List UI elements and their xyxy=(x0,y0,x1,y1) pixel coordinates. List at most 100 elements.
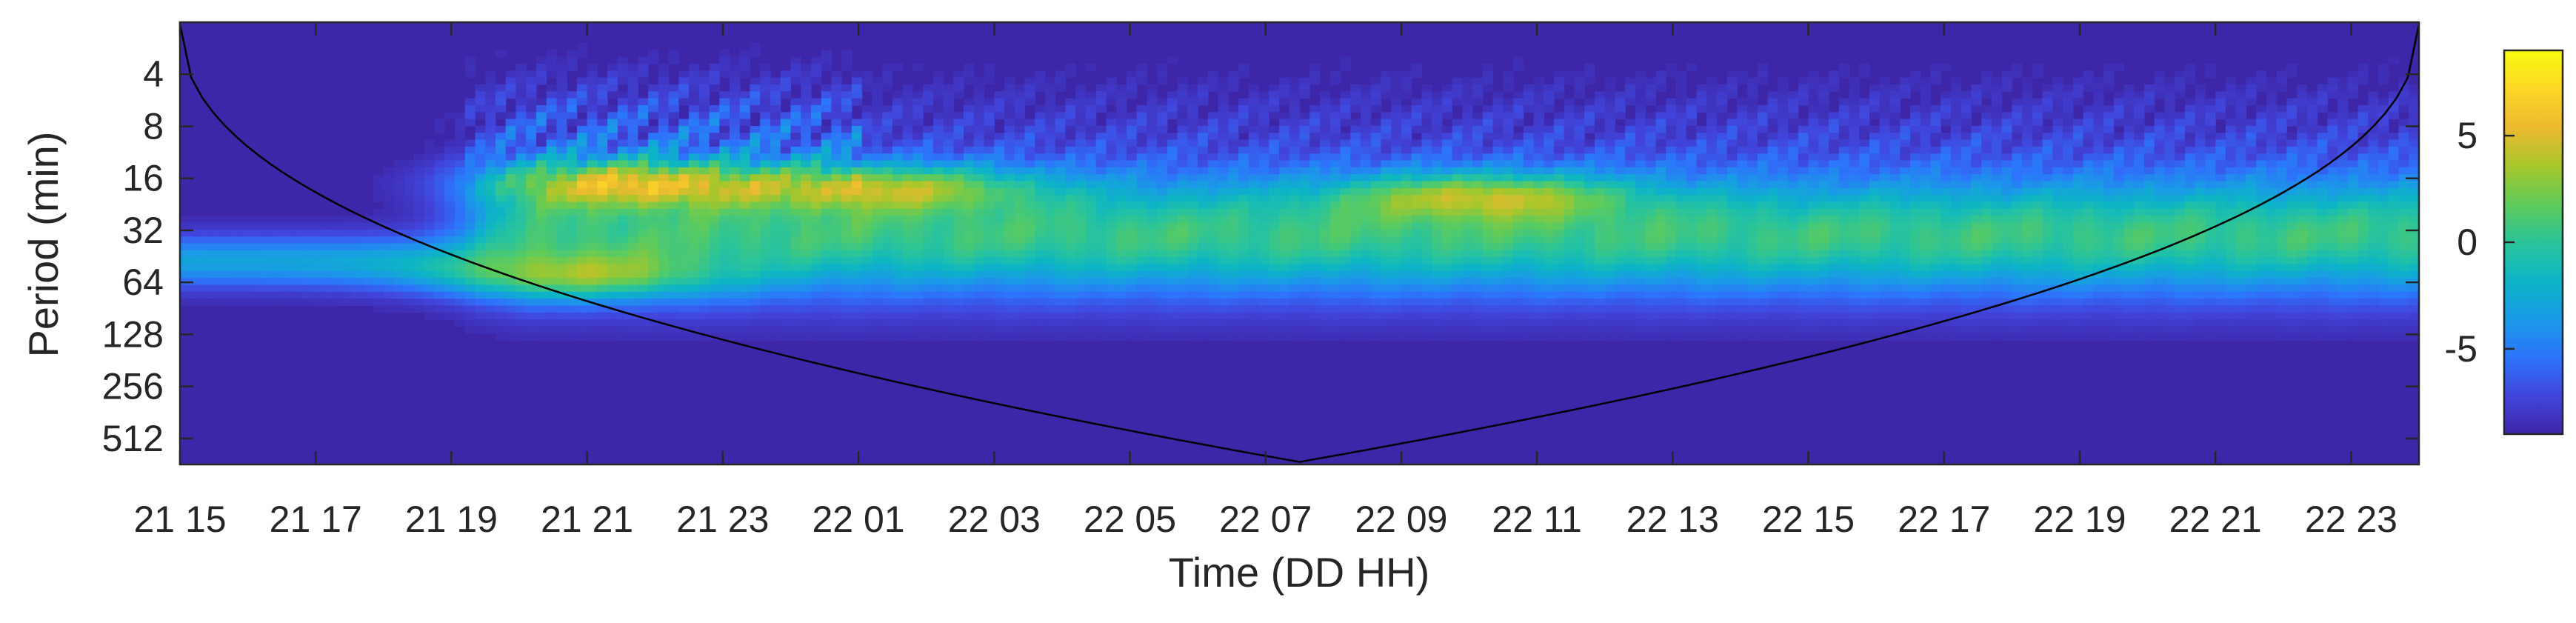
heatmap-cell xyxy=(1737,133,1748,141)
heatmap-cell xyxy=(1065,146,1076,154)
heatmap-cell xyxy=(1187,125,1198,133)
heatmap-cell xyxy=(1808,70,1819,79)
heatmap-cell xyxy=(1961,229,1972,237)
heatmap-cell xyxy=(2123,153,2135,161)
heatmap-cell xyxy=(1625,98,1636,106)
heatmap-cell xyxy=(1818,174,1829,182)
heatmap-cell xyxy=(1350,174,1361,182)
heatmap-cell xyxy=(1269,195,1280,203)
heatmap-cell xyxy=(801,77,812,85)
heatmap-cell xyxy=(1014,84,1026,92)
heatmap-cell xyxy=(2184,119,2196,127)
heatmap-cell xyxy=(739,174,751,182)
heatmap-cell xyxy=(821,181,832,189)
heatmap-cell xyxy=(882,236,893,244)
heatmap-cell xyxy=(424,250,436,258)
heatmap-cell xyxy=(1441,112,1453,120)
heatmap-cell xyxy=(1452,201,1463,210)
heatmap-cell xyxy=(617,56,629,64)
heatmap-cell xyxy=(2164,181,2175,189)
heatmap-cell xyxy=(2215,236,2226,244)
heatmap-cell xyxy=(1279,84,1290,92)
heatmap-cell xyxy=(1014,104,1026,113)
heatmap-cell xyxy=(2276,77,2287,85)
heatmap-cell xyxy=(2276,112,2287,120)
heatmap-cell xyxy=(444,216,456,224)
heatmap-cell xyxy=(943,146,954,154)
heatmap-cell xyxy=(2063,243,2074,251)
heatmap-cell xyxy=(892,208,904,216)
heatmap-cell xyxy=(973,229,985,237)
heatmap-cell xyxy=(1604,243,1616,251)
heatmap-cell xyxy=(1452,153,1463,161)
heatmap-cell xyxy=(973,181,985,189)
heatmap-cell xyxy=(444,187,456,196)
heatmap-cell xyxy=(953,77,964,85)
heatmap-cell xyxy=(1177,167,1188,175)
heatmap-cell xyxy=(1941,229,1952,237)
heatmap-cell xyxy=(984,77,995,85)
heatmap-cell xyxy=(2327,187,2338,196)
heatmap-cell xyxy=(617,243,629,251)
heatmap-cell xyxy=(1726,208,1738,216)
heatmap-cell xyxy=(526,84,537,92)
heatmap-cell xyxy=(2347,195,2359,203)
heatmap-cell xyxy=(424,160,436,168)
heatmap-cell xyxy=(2388,139,2400,147)
heatmap-cell xyxy=(1757,222,1769,230)
heatmap-cell xyxy=(505,222,517,230)
heatmap-cell xyxy=(1116,222,1127,230)
heatmap-cell xyxy=(2154,91,2166,99)
heatmap-cell xyxy=(1248,181,1260,189)
heatmap-cell xyxy=(1686,160,1697,168)
heatmap-cell xyxy=(1299,133,1310,141)
heatmap-cell xyxy=(1401,201,1412,210)
heatmap-cell xyxy=(1381,174,1392,182)
heatmap-cell xyxy=(2093,208,2104,216)
heatmap-cell xyxy=(281,222,293,230)
heatmap-cell xyxy=(912,112,924,120)
heatmap-cell xyxy=(2164,174,2175,182)
heatmap-cell xyxy=(1523,181,1535,189)
heatmap-cell xyxy=(1941,201,1952,210)
heatmap-cell xyxy=(2286,63,2298,71)
heatmap-cell xyxy=(1482,187,1494,196)
heatmap-cell xyxy=(2256,160,2267,168)
heatmap-cell xyxy=(2286,243,2298,251)
heatmap-cell xyxy=(943,187,954,196)
heatmap-cell xyxy=(760,125,771,133)
heatmap-cell xyxy=(2306,112,2318,120)
heatmap-cell xyxy=(2317,216,2328,224)
heatmap-cell xyxy=(1696,243,1707,251)
heatmap-cell xyxy=(841,98,852,106)
heatmap-cell xyxy=(1737,181,1748,189)
heatmap-cell xyxy=(709,250,720,258)
heatmap-cell xyxy=(2327,119,2338,127)
heatmap-cell xyxy=(1411,236,1422,244)
heatmap-cell xyxy=(1991,208,2003,216)
heatmap-cell xyxy=(730,187,741,196)
heatmap-cell xyxy=(2093,91,2104,99)
heatmap-cell xyxy=(668,133,679,141)
heatmap-cell xyxy=(2358,216,2369,224)
heatmap-cell xyxy=(638,125,649,133)
heatmap-cell xyxy=(1747,112,1758,120)
heatmap-cell xyxy=(1889,208,1901,216)
heatmap-cell xyxy=(1095,201,1107,210)
heatmap-cell xyxy=(1340,112,1351,120)
heatmap-cell xyxy=(2052,195,2063,203)
heatmap-cell xyxy=(2225,181,2237,189)
heatmap-cell xyxy=(1289,216,1301,224)
heatmap-cell xyxy=(1157,195,1168,203)
heatmap-cell xyxy=(1930,104,1941,113)
heatmap-cell xyxy=(587,153,598,161)
heatmap-cell xyxy=(1950,181,1962,189)
heatmap-cell xyxy=(953,187,964,196)
heatmap-cell xyxy=(1503,174,1514,182)
heatmap-cell xyxy=(2225,195,2237,203)
heatmap-cell xyxy=(1879,84,1891,92)
heatmap-cell xyxy=(1360,181,1372,189)
heatmap-cell xyxy=(841,153,852,161)
heatmap-cell xyxy=(739,181,751,189)
heatmap-cell xyxy=(597,167,608,175)
